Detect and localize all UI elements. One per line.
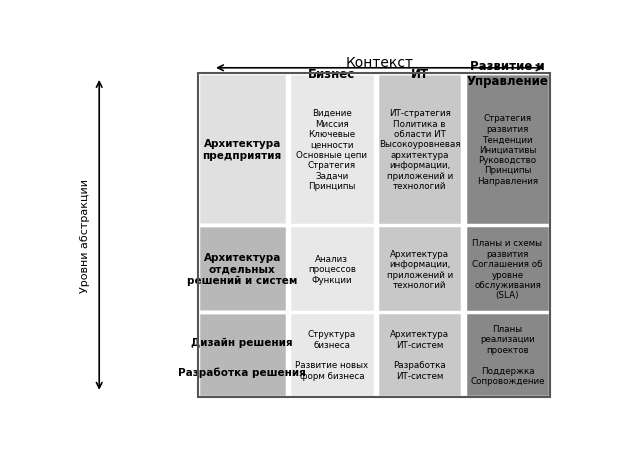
Text: Контекст: Контекст xyxy=(346,56,414,69)
Text: Архитектура
ИТ-систем

Разработка
ИТ-систем: Архитектура ИТ-систем Разработка ИТ-сист… xyxy=(390,329,450,380)
Bar xyxy=(377,312,463,314)
Text: Уровни абстракции: Уровни абстракции xyxy=(80,178,91,292)
Text: Архитектура
отдельных
решений и систем: Архитектура отдельных решений и систем xyxy=(187,253,298,286)
Text: Структура
бизнеса

Развитие новых
форм бизнеса: Структура бизнеса Развитие новых форм би… xyxy=(295,329,368,380)
Bar xyxy=(289,225,374,227)
Bar xyxy=(198,74,286,226)
Text: Разработка решения: Разработка решения xyxy=(179,367,306,377)
Text: Бизнес: Бизнес xyxy=(308,68,355,80)
Bar xyxy=(377,225,463,227)
Bar xyxy=(198,226,286,313)
Text: Архитектура
предприятия: Архитектура предприятия xyxy=(203,139,282,160)
Bar xyxy=(198,313,286,397)
Text: Планы
реализации
проектов

Поддержка
Сопровождение: Планы реализации проектов Поддержка Сопр… xyxy=(470,324,545,385)
Bar xyxy=(377,74,463,397)
Text: Развитие и
Управление: Развитие и Управление xyxy=(467,60,549,88)
Bar xyxy=(198,74,551,397)
Bar xyxy=(465,225,551,227)
Text: Анализ
процессов
Функции: Анализ процессов Функции xyxy=(308,254,356,284)
Bar xyxy=(465,312,551,314)
Bar xyxy=(465,74,551,397)
Text: Видение
Миссия
Ключевые
ценности
Основные цепи
Стратегия
Задачи
Принципы: Видение Миссия Ключевые ценности Основны… xyxy=(296,109,367,191)
Text: Стратегия
развития
Тенденции
Инициативы
Руководство
Принципы
Направления: Стратегия развития Тенденции Инициативы … xyxy=(477,114,538,186)
Text: Планы и схемы
развития
Соглашения об
уровне
обслуживания
(SLA): Планы и схемы развития Соглашения об уро… xyxy=(472,239,542,300)
Bar xyxy=(289,312,374,314)
Bar xyxy=(289,74,374,397)
Text: Дизайн решения: Дизайн решения xyxy=(192,337,293,347)
Text: ИТ-стратегия
Политика в
области ИТ
Высокоуровневая
архитектура
информации,
прило: ИТ-стратегия Политика в области ИТ Высок… xyxy=(379,109,461,191)
Text: ИТ: ИТ xyxy=(410,68,428,80)
Text: Архитектура
информации,
приложений и
технологий: Архитектура информации, приложений и тех… xyxy=(386,249,453,289)
